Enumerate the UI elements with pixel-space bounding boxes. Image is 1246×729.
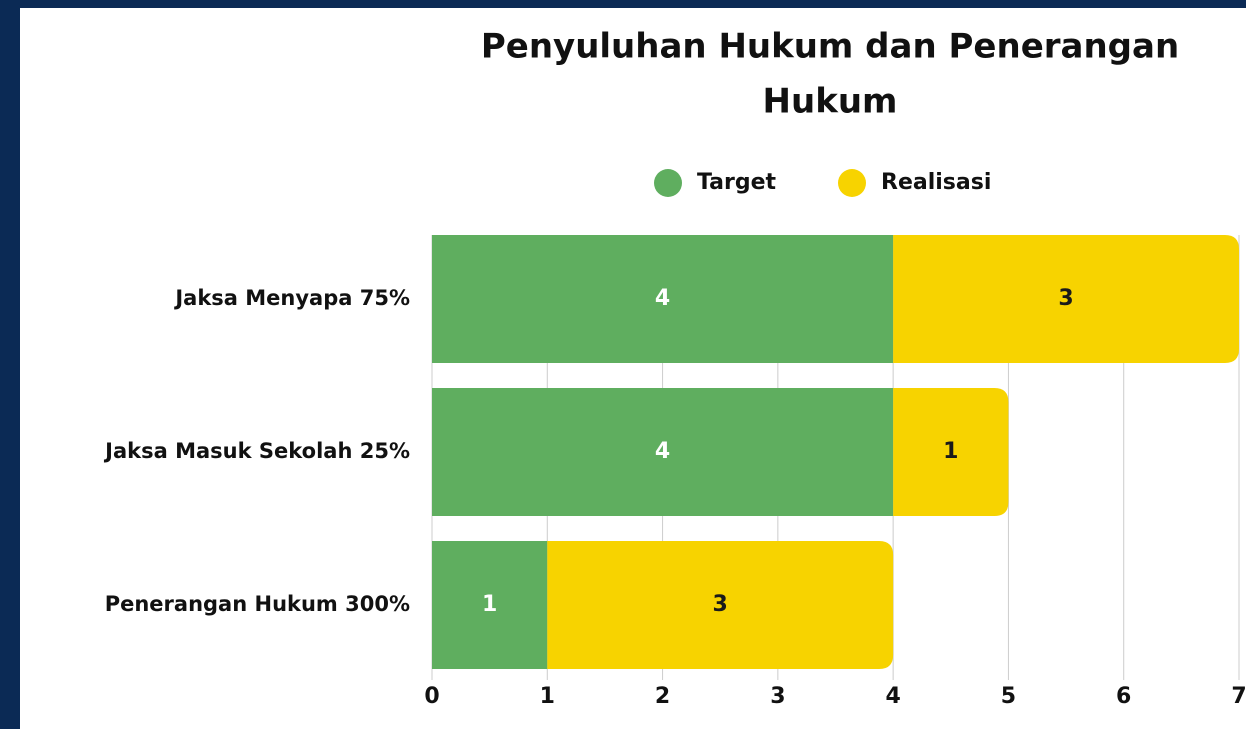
x-tick-label: 2 xyxy=(655,684,670,709)
data-label: 3 xyxy=(713,592,728,617)
legend-label: Realisasi xyxy=(881,170,991,195)
x-tick-label: 6 xyxy=(1116,684,1131,709)
bar-segment xyxy=(432,541,548,669)
data-label: 1 xyxy=(482,592,497,617)
legend-swatch xyxy=(654,169,682,197)
bar-segment xyxy=(432,388,894,516)
y-tick-label: Jaksa Masuk Sekolah 25% xyxy=(103,439,410,463)
legend-label: Target xyxy=(697,170,777,195)
bar-segment xyxy=(893,388,1009,516)
x-tick-label: 0 xyxy=(424,684,439,709)
legend-swatch xyxy=(838,169,866,197)
data-label: 1 xyxy=(943,439,958,464)
x-tick-label: 5 xyxy=(1001,684,1016,709)
bar-segment xyxy=(432,235,894,363)
x-tick-label: 7 xyxy=(1231,684,1246,709)
bar-segment xyxy=(893,235,1239,363)
y-tick-label: Penerangan Hukum 300% xyxy=(105,592,410,616)
data-label: 4 xyxy=(655,286,670,311)
data-label: 4 xyxy=(655,439,670,464)
data-label: 3 xyxy=(1058,286,1073,311)
x-tick-label: 4 xyxy=(885,684,900,709)
chart-title: Hukum xyxy=(763,82,898,122)
bar-segment xyxy=(547,541,894,669)
chart-title: Penyuluhan Hukum dan Penerangan xyxy=(481,27,1179,67)
x-tick-label: 1 xyxy=(540,684,555,709)
y-tick-label: Jaksa Menyapa 75% xyxy=(173,286,410,310)
x-tick-label: 3 xyxy=(770,684,785,709)
